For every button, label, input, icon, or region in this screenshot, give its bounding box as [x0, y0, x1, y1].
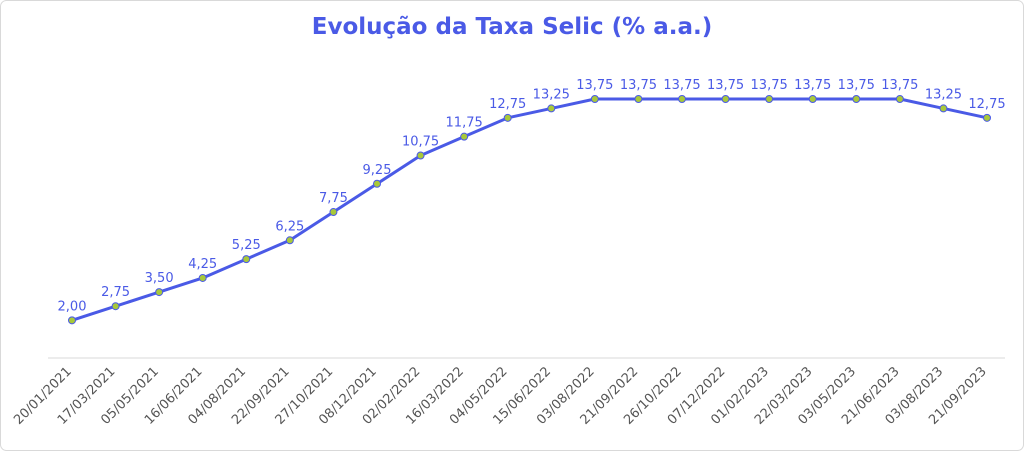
marker [634, 95, 643, 103]
data-label: 12,75 [968, 97, 1005, 112]
marker [895, 95, 904, 103]
data-label: 11,75 [446, 116, 483, 131]
data-label: 13,75 [576, 78, 613, 93]
data-label: 2,00 [58, 299, 87, 314]
data-label: 4,25 [188, 257, 217, 272]
marker [198, 273, 207, 282]
marker [503, 113, 512, 122]
marker [547, 104, 556, 113]
marker [852, 95, 861, 103]
marker [678, 95, 686, 103]
data-label: 10,75 [402, 135, 439, 150]
marker [242, 255, 251, 264]
data-label: 13,75 [881, 78, 918, 93]
data-label: 12,75 [489, 97, 526, 112]
data-label: 5,25 [232, 238, 261, 253]
data-label: 13,75 [794, 78, 831, 93]
marker [939, 104, 948, 113]
data-label: 9,25 [363, 163, 392, 178]
data-label: 7,75 [319, 191, 348, 206]
data-label: 2,75 [101, 285, 130, 300]
data-label: 6,25 [275, 219, 304, 234]
data-label: 13,75 [751, 78, 788, 93]
marker [416, 151, 425, 160]
marker [590, 95, 599, 103]
data-label: 13,75 [620, 78, 657, 93]
marker [329, 208, 338, 217]
marker [460, 132, 469, 141]
marker [983, 113, 991, 122]
marker [68, 316, 76, 325]
marker [373, 179, 381, 188]
marker [155, 288, 164, 297]
marker [721, 95, 730, 103]
marker [285, 236, 294, 245]
marker [808, 95, 817, 103]
data-label: 13,75 [838, 78, 875, 93]
marker [111, 302, 120, 311]
data-label: 13,25 [925, 87, 962, 102]
data-label: 13,25 [533, 87, 570, 102]
data-label: 13,75 [663, 78, 700, 93]
chart-title: Evolução da Taxa Selic (% a.a.) [312, 14, 713, 40]
data-label: 3,50 [145, 271, 174, 286]
line [71, 97, 988, 322]
data-label: 13,75 [707, 78, 744, 93]
marker [765, 95, 774, 103]
